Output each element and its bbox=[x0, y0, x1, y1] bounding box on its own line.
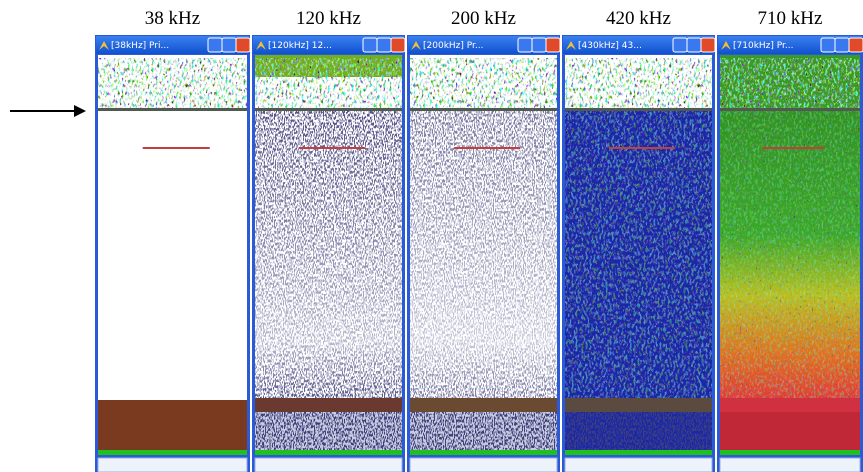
noise-fade bbox=[255, 110, 402, 400]
echogram-window: [710kHz] Pr... bbox=[717, 35, 863, 472]
maximize-button[interactable] bbox=[376, 37, 392, 53]
echogram-window: [38kHz] Pri... bbox=[95, 35, 251, 472]
seabed bbox=[255, 398, 402, 412]
window-icon bbox=[99, 41, 109, 50]
scrollbar[interactable] bbox=[254, 457, 403, 472]
bottom-line bbox=[565, 450, 712, 455]
below-seabed bbox=[720, 412, 860, 450]
close-button[interactable] bbox=[545, 37, 561, 53]
below-seabed-noise bbox=[255, 412, 402, 450]
seabed bbox=[410, 398, 557, 412]
echogram-window: [430kHz] 43... bbox=[562, 35, 716, 472]
bottom-line bbox=[720, 450, 860, 455]
surface-line bbox=[720, 108, 860, 111]
scrollbar[interactable] bbox=[564, 457, 713, 472]
surface-echoes bbox=[410, 58, 557, 108]
minimize-button[interactable] bbox=[820, 37, 836, 53]
surface-line bbox=[255, 108, 402, 111]
bottom-line bbox=[410, 450, 557, 455]
maximize-button[interactable] bbox=[686, 37, 702, 53]
close-button[interactable] bbox=[390, 37, 406, 53]
surface-line bbox=[565, 108, 712, 111]
minimize-button[interactable] bbox=[207, 37, 223, 53]
bottom-line bbox=[255, 450, 402, 455]
scrollbar[interactable] bbox=[409, 457, 558, 472]
surface-echoes bbox=[565, 58, 712, 108]
maximize-button[interactable] bbox=[531, 37, 547, 53]
surface-echoes bbox=[98, 58, 247, 108]
close-button[interactable] bbox=[700, 37, 716, 53]
scrollbar[interactable] bbox=[719, 457, 861, 472]
window-title: [120kHz] 12... bbox=[268, 41, 332, 51]
below-seabed-noise bbox=[565, 412, 712, 450]
close-button[interactable] bbox=[235, 37, 251, 53]
frequency-label: 710 kHz bbox=[758, 8, 823, 29]
window-icon bbox=[256, 41, 266, 50]
minimize-button[interactable] bbox=[517, 37, 533, 53]
echogram-window: [120kHz] 12... bbox=[252, 35, 406, 472]
frequency-label: 38 kHz bbox=[145, 8, 200, 29]
minimize-button[interactable] bbox=[672, 37, 688, 53]
window-title: [200kHz] Pr... bbox=[423, 41, 484, 51]
window-icon bbox=[566, 41, 576, 50]
seabed bbox=[565, 398, 712, 412]
close-button[interactable] bbox=[848, 37, 863, 53]
window-title: [38kHz] Pri... bbox=[111, 41, 169, 51]
echogram-window: [200kHz] Pr... bbox=[407, 35, 561, 472]
below-seabed-noise bbox=[410, 412, 557, 450]
frequency-label: 420 kHz bbox=[606, 8, 671, 29]
window-title: [430kHz] 43... bbox=[578, 41, 642, 51]
noise-fade bbox=[410, 110, 557, 400]
maximize-button[interactable] bbox=[221, 37, 237, 53]
arrow bbox=[10, 105, 86, 117]
frequency-label: 200 kHz bbox=[451, 8, 516, 29]
surface-line bbox=[410, 108, 557, 111]
frequency-label: 120 kHz bbox=[296, 8, 361, 29]
surface-line bbox=[98, 108, 247, 111]
echogram-background bbox=[98, 55, 247, 455]
echo-noise bbox=[565, 110, 712, 455]
bottom-line bbox=[98, 450, 247, 455]
echo-noise bbox=[720, 55, 860, 455]
seabed bbox=[98, 400, 247, 450]
seabed bbox=[720, 398, 860, 412]
window-icon bbox=[721, 41, 731, 50]
minimize-button[interactable] bbox=[362, 37, 378, 53]
surface-echoes bbox=[720, 58, 860, 108]
surface-echoes bbox=[255, 58, 402, 108]
window-icon bbox=[411, 41, 421, 50]
scrollbar[interactable] bbox=[97, 457, 248, 472]
maximize-button[interactable] bbox=[834, 37, 850, 53]
window-title: [710kHz] Pr... bbox=[733, 41, 794, 51]
